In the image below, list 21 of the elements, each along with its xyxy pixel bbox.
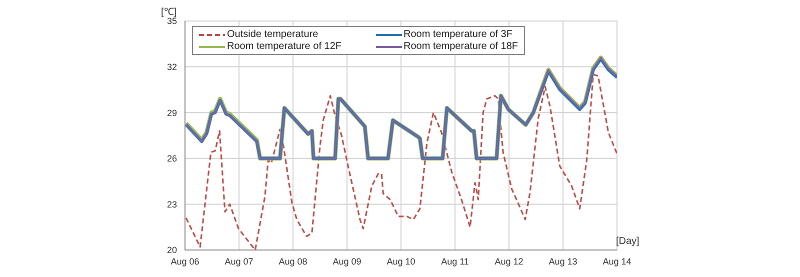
x-tick-label: Aug 10 (386, 256, 416, 266)
legend-label: Outside temperature (227, 29, 318, 40)
y-tick-label: 35 (166, 16, 177, 26)
y-tick-label: 29 (166, 108, 177, 118)
x-tick-label: Aug 13 (548, 256, 578, 266)
x-tick-label: Aug 09 (332, 256, 362, 266)
legend-label: Room temperature of 3F (404, 29, 512, 40)
x-tick-label: Aug 11 (441, 256, 469, 266)
y-tick-label: 23 (166, 199, 177, 210)
y-tick-label: 20 (166, 245, 177, 256)
x-tick-label: Aug 08 (278, 256, 308, 266)
x-tick-label: Aug 14 (602, 256, 632, 266)
x-tick-label: Aug 07 (224, 256, 254, 266)
x-axis-title: [Day] (616, 236, 640, 247)
x-tick-label: Aug 06 (170, 256, 200, 266)
y-axis-title: [℃] (161, 6, 177, 18)
legend-label: Room temperature of 12F (227, 41, 342, 52)
y-tick-label: 26 (166, 154, 177, 164)
x-tick-label: Aug 12 (494, 256, 524, 266)
legend-label: Room temperature of 18F (404, 41, 518, 52)
y-tick-label: 32 (166, 62, 177, 72)
